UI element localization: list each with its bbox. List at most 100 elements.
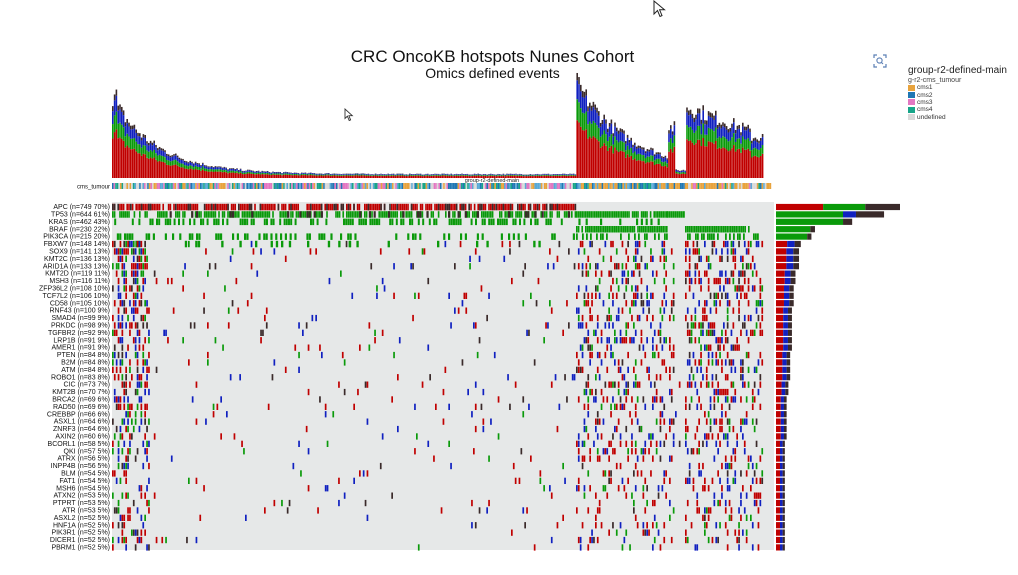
mutation-cell [740, 514, 742, 521]
mutation-cell [136, 351, 139, 359]
sample-burden-bar [338, 174, 341, 175]
mutation-cell [482, 203, 485, 211]
sample-burden-bar [479, 175, 481, 178]
mutation-cell [631, 270, 633, 277]
sample-burden-bar [223, 169, 226, 172]
track-cell [307, 183, 309, 189]
mutation-cell [146, 255, 148, 262]
mutation-cell [700, 277, 702, 285]
sample-burden-bar [684, 171, 686, 173]
track-cell [569, 183, 572, 189]
mutation-cell [543, 485, 545, 492]
zoom-icon[interactable] [872, 53, 888, 69]
mutation-cell [595, 425, 597, 433]
mutation-cell [619, 462, 622, 470]
mutation-cell [263, 211, 265, 218]
track-cell [584, 183, 586, 189]
sample-burden-bar [716, 148, 719, 178]
track-cell [478, 183, 480, 189]
mutation-cell [579, 544, 582, 551]
mutation-cell [465, 307, 468, 314]
sample-burden-bar [209, 169, 211, 172]
mutation-cell [245, 211, 247, 218]
mutation-cell [376, 203, 379, 211]
sample-burden-bar [594, 104, 596, 110]
track-cell [473, 183, 476, 189]
sample-burden-bar [589, 102, 591, 108]
mutation-cell [661, 300, 664, 307]
sample-burden-bar [221, 172, 224, 178]
track-cell [275, 183, 277, 189]
gene-frequency-bar [782, 470, 785, 477]
mutation-cell [448, 233, 451, 240]
mutation-cell [319, 396, 321, 403]
mutation-cell [123, 381, 126, 388]
legend-item-cms3[interactable]: cms3 [908, 99, 1007, 106]
track-cell [488, 183, 490, 189]
gene-frequency-bar [776, 448, 780, 455]
mutation-cell [328, 277, 331, 285]
mutation-cell [176, 203, 179, 211]
gene-frequency-bar [780, 396, 784, 403]
sample-burden-bar [166, 155, 168, 160]
mutation-cell [595, 522, 597, 529]
sample-burden-bar [227, 169, 229, 172]
sample-burden-bar [299, 173, 301, 175]
legend-item-undefined[interactable]: undefined [908, 114, 1007, 121]
gene-frequency-bar [787, 240, 795, 248]
mutation-cell [732, 240, 735, 248]
sample-burden-bar [473, 175, 476, 178]
gene-frequency-bar [779, 462, 783, 470]
mutation-cell [501, 218, 504, 226]
sample-burden-bar [747, 124, 749, 129]
gene-frequency-bar [783, 344, 788, 351]
mutation-cell [740, 492, 742, 499]
sample-burden-bar [387, 173, 389, 175]
sample-burden-bar [540, 175, 542, 176]
mutation-cell [723, 285, 725, 292]
mutation-cell [636, 396, 639, 403]
sample-burden-bar [664, 165, 667, 178]
sample-burden-bar [518, 174, 521, 175]
sample-burden-bar [617, 130, 620, 134]
mutation-cell [653, 396, 656, 403]
track-cell [358, 183, 360, 189]
mutation-cell [745, 514, 748, 521]
mutation-cell [659, 411, 662, 418]
sample-burden-bar [171, 165, 173, 178]
gene-frequency-bar [810, 226, 815, 233]
mutation-cell [117, 448, 120, 455]
mutation-cell [663, 536, 666, 544]
sample-burden-bar [607, 150, 609, 178]
track-cell [118, 183, 120, 189]
mutation-cell [136, 403, 139, 410]
mutation-cell [381, 277, 384, 285]
track-cell [160, 183, 162, 189]
mutation-cell [389, 203, 391, 211]
mutation-cell [117, 255, 120, 262]
mutation-cell [474, 381, 477, 388]
track-cell [249, 183, 252, 189]
mutation-cell [483, 218, 486, 226]
mutation-cell [453, 218, 455, 226]
mutation-cell [138, 536, 141, 544]
sample-burden-bar [578, 77, 580, 85]
mutation-cell [670, 388, 673, 396]
mutation-cell [732, 307, 735, 314]
track-cell [401, 183, 404, 189]
mutation-cell [112, 359, 114, 366]
gene-label: ZFP36L2 (n=108 10%) [39, 286, 110, 293]
mutation-cell [650, 440, 652, 447]
mutation-cell [719, 277, 721, 285]
legend-item-cms4[interactable]: cms4 [908, 106, 1007, 113]
sample-burden-bar [556, 175, 559, 176]
legend-item-cms2[interactable]: cms2 [908, 91, 1007, 99]
legend-item-cms1[interactable]: cms1 [908, 84, 1007, 91]
mutation-cell [508, 211, 511, 218]
gene-frequency-bar [781, 381, 786, 388]
sample-burden-bar [740, 135, 742, 144]
mutation-cell [661, 411, 664, 418]
sample-burden-bar [596, 107, 598, 113]
sample-burden-bar [443, 175, 445, 178]
mutation-cell [144, 203, 147, 211]
